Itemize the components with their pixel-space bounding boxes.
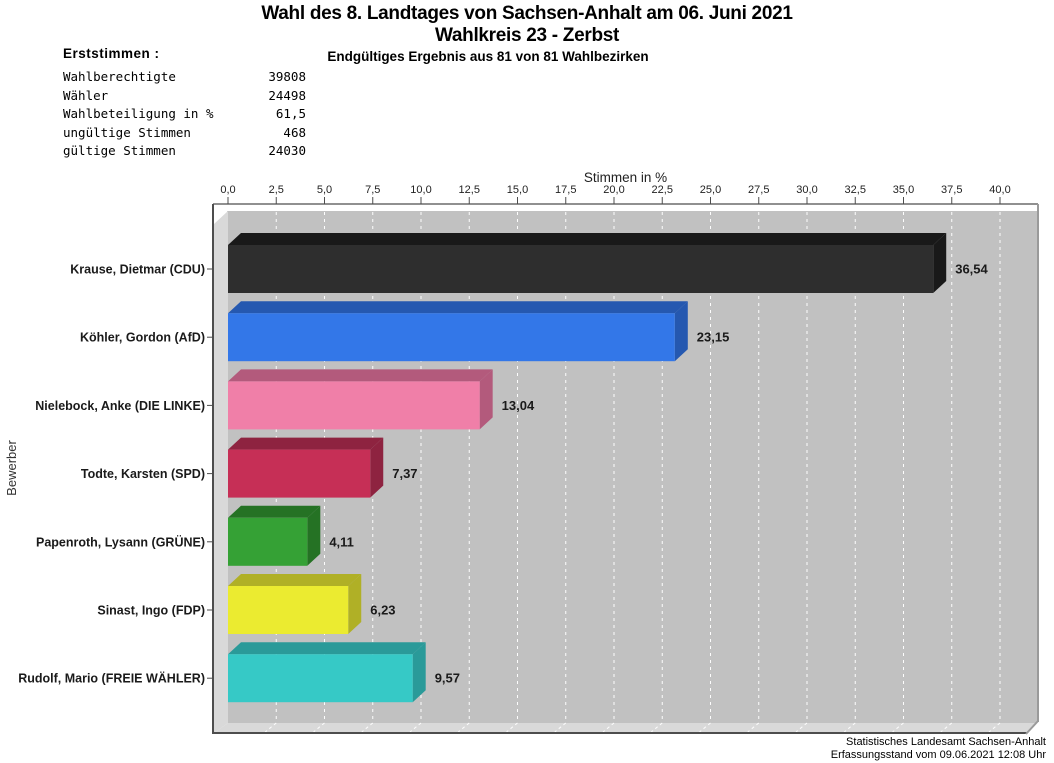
gridline-floor	[699, 722, 711, 733]
stat-value: 39808	[268, 69, 306, 84]
category-label: Rudolf, Mario (FREIE WÄHLER)	[18, 671, 205, 686]
bar-side-SPD	[370, 437, 384, 498]
footer-timestamp: Erfassungsstand vom 09.06.2021 12:08 Uhr	[830, 748, 1046, 761]
stat-value: 24030	[268, 143, 306, 159]
bar-top-FDP	[228, 574, 362, 586]
y-axis-title: Bewerber	[4, 440, 19, 496]
gridline-floor	[602, 722, 615, 733]
plot-floor	[214, 723, 1038, 733]
value-label: 4,11	[329, 534, 354, 549]
bar-FREIE WÄHLER	[228, 654, 413, 703]
x-tick-label: 25,0	[700, 184, 721, 196]
value-label: 23,15	[697, 330, 730, 345]
x-tick-label: 12,5	[459, 184, 480, 196]
x-axis-title: Stimmen in %	[584, 170, 667, 185]
bar-top-SPD	[228, 437, 384, 450]
bar-CDU	[228, 245, 934, 293]
stat-label: Wähler	[63, 87, 109, 103]
footer-source: Statistisches Landesamt Sachsen-Anhalt	[846, 736, 1046, 748]
gridline-floor	[313, 722, 325, 733]
bar-side-AfD	[674, 301, 688, 362]
category-label: Köhler, Gordon (AfD)	[80, 331, 205, 345]
x-tick-label: 27,5	[748, 184, 769, 196]
stat-label: ungültige Stimmen	[63, 124, 191, 140]
plot-border-corner	[1025, 720, 1039, 735]
value-label: 13,04	[502, 398, 535, 413]
x-tick-label: 20,0	[603, 184, 624, 196]
x-tick-label: 40,0	[989, 184, 1010, 196]
bar-AfD	[228, 313, 675, 362]
title-line-2: Wahlkreis 23 - Zerbst	[434, 25, 620, 46]
stat-label: Wahlbeteiligung in %	[63, 106, 214, 122]
gridline-floor	[988, 722, 1001, 733]
stat-value: 61,5	[275, 106, 306, 122]
bar-top-GRÜNE	[228, 505, 321, 518]
x-tick-label: 15,0	[507, 184, 528, 196]
bar-top-AfD	[228, 301, 688, 314]
category-label: Krause, Dietmar (CDU)	[70, 263, 205, 277]
bar-side-CDU	[933, 233, 947, 293]
gridline-floor	[361, 722, 374, 733]
gridline-floor	[940, 722, 953, 733]
x-tick-label: 17,5	[555, 184, 576, 196]
bar-FDP	[228, 586, 349, 634]
gridline-floor	[650, 722, 663, 733]
stats-row-gueltige: gültige Stimmen 24030	[63, 142, 306, 161]
page-title: Wahl des 8. Landtages von Sachsen-Anhalt…	[0, 3, 1054, 47]
bar-side-FREIE WÄHLER	[412, 642, 426, 703]
gridline-floor	[409, 722, 422, 733]
stat-value: 24498	[268, 87, 306, 103]
x-tick-label: 0,0	[220, 184, 235, 196]
category-label: Nielebock, Anke (DIE LINKE)	[35, 399, 205, 413]
gridline-floor	[747, 722, 760, 733]
bar-GRÜNE	[228, 517, 308, 566]
result-status: Endgültiges Ergebnis aus 81 von 81 Wahlb…	[327, 49, 649, 64]
bar-side-DIE LINKE	[479, 369, 493, 430]
value-label: 7,37	[392, 466, 417, 481]
title-line-1: Wahl des 8. Landtages von Sachsen-Anhalt…	[261, 3, 793, 24]
gridline-floor	[843, 722, 856, 733]
bar-top-DIE LINKE	[228, 369, 493, 382]
bar-side-GRÜNE	[307, 505, 321, 566]
stats-row-wahlberechtigte: Wahlberechtigte 39808	[63, 68, 306, 87]
gridline-floor	[264, 722, 277, 733]
x-tick-label: 37,5	[941, 184, 962, 196]
bar-side-FDP	[348, 574, 362, 634]
stats-row-ungueltige: ungültige Stimmen 468	[63, 124, 306, 143]
stats-row-wahlbeteiligung: Wahlbeteiligung in % 61,5	[63, 105, 306, 124]
stat-label: Wahlberechtigte	[63, 69, 176, 84]
category-label: Todte, Karsten (SPD)	[81, 467, 205, 481]
stats-heading: Erststimmen :	[63, 46, 160, 61]
value-label: 9,57	[435, 671, 460, 686]
value-label: 6,23	[370, 603, 395, 618]
x-tick-label: 5,0	[317, 184, 332, 196]
stats-panel: Erststimmen : Wahlberechtigte 39808 Wähl…	[63, 46, 306, 161]
category-label: Sinast, Ingo (FDP)	[97, 604, 205, 618]
gridline-floor	[506, 722, 518, 733]
footer: Statistisches Landesamt Sachsen-Anhalt E…	[831, 736, 1046, 761]
x-tick-label: 35,0	[893, 184, 914, 196]
x-tick-label: 2,5	[269, 184, 284, 196]
x-tick-label: 30,0	[796, 184, 817, 196]
gridline-floor	[457, 722, 470, 733]
stat-label: gültige Stimmen	[63, 143, 176, 159]
gridline-floor	[554, 722, 567, 733]
x-tick-label: 32,5	[845, 184, 866, 196]
stat-value: 468	[283, 124, 306, 140]
plot-left-wall	[214, 211, 228, 733]
bar-top-CDU	[228, 233, 947, 245]
bar-top-FREIE WÄHLER	[228, 642, 426, 655]
gridline-floor	[892, 722, 904, 733]
gridline-floor	[795, 722, 808, 733]
category-label: Papenroth, Lysann (GRÜNE)	[36, 534, 205, 549]
x-tick-label: 22,5	[652, 184, 673, 196]
stats-row-waehler: Wähler 24498	[63, 87, 306, 106]
x-tick-label: 10,0	[410, 184, 431, 196]
x-tick-label: 7,5	[365, 184, 380, 196]
bar-DIE LINKE	[228, 381, 480, 430]
bar-SPD	[228, 449, 371, 498]
value-label: 36,54	[955, 262, 988, 277]
